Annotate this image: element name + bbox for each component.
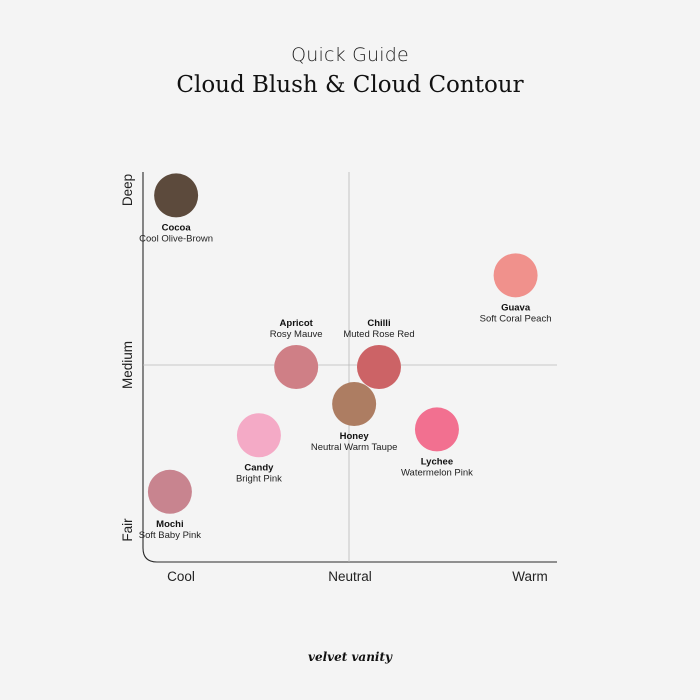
y-tick-label: Medium (120, 341, 135, 389)
shade-description-label: Watermelon Pink (401, 467, 473, 478)
chart-title: Cloud Blush & Cloud Contour (176, 72, 524, 98)
shade-point (332, 382, 377, 427)
shade-point (236, 413, 281, 458)
shade-point (147, 469, 192, 514)
x-tick-label: Warm (512, 569, 548, 584)
shade-name-label: Cocoa (162, 222, 192, 233)
x-tick-label: Cool (167, 569, 195, 584)
x-tick-label: Neutral (328, 569, 372, 584)
shade-description-label: Neutral Warm Taupe (311, 442, 398, 453)
axis-frame (142, 172, 557, 563)
chart-subtitle: Quick Guide (291, 44, 409, 66)
brand-logo: velvet vanity (307, 650, 393, 664)
shade-point (493, 253, 538, 298)
shade-point (274, 345, 319, 389)
shade-name-label: Lychee (421, 456, 453, 467)
shade-description-label: Cool Olive-Brown (139, 233, 213, 244)
shade-name-label: Candy (244, 462, 274, 473)
shade-description-label: Soft Coral Peach (480, 313, 552, 324)
shade-point (154, 173, 199, 218)
y-tick-label: Fair (120, 518, 135, 542)
shade-name-label: Guava (501, 302, 531, 313)
shade-point (356, 345, 401, 389)
shade-description-label: Soft Baby Pink (139, 530, 202, 541)
shade-description-label: Rosy Mauve (270, 329, 323, 340)
shade-description-label: Bright Pink (236, 473, 282, 484)
shade-name-label: Mochi (156, 519, 183, 530)
shade-name-label: Honey (340, 431, 370, 442)
header: Quick Guide Cloud Blush & Cloud Contour (0, 44, 700, 98)
shade-name-label: Apricot (280, 318, 314, 329)
shade-point (414, 407, 459, 452)
shade-name-label: Chilli (367, 318, 390, 329)
shade-description-label: Muted Rose Red (343, 329, 414, 340)
y-tick-label: Deep (120, 174, 135, 206)
